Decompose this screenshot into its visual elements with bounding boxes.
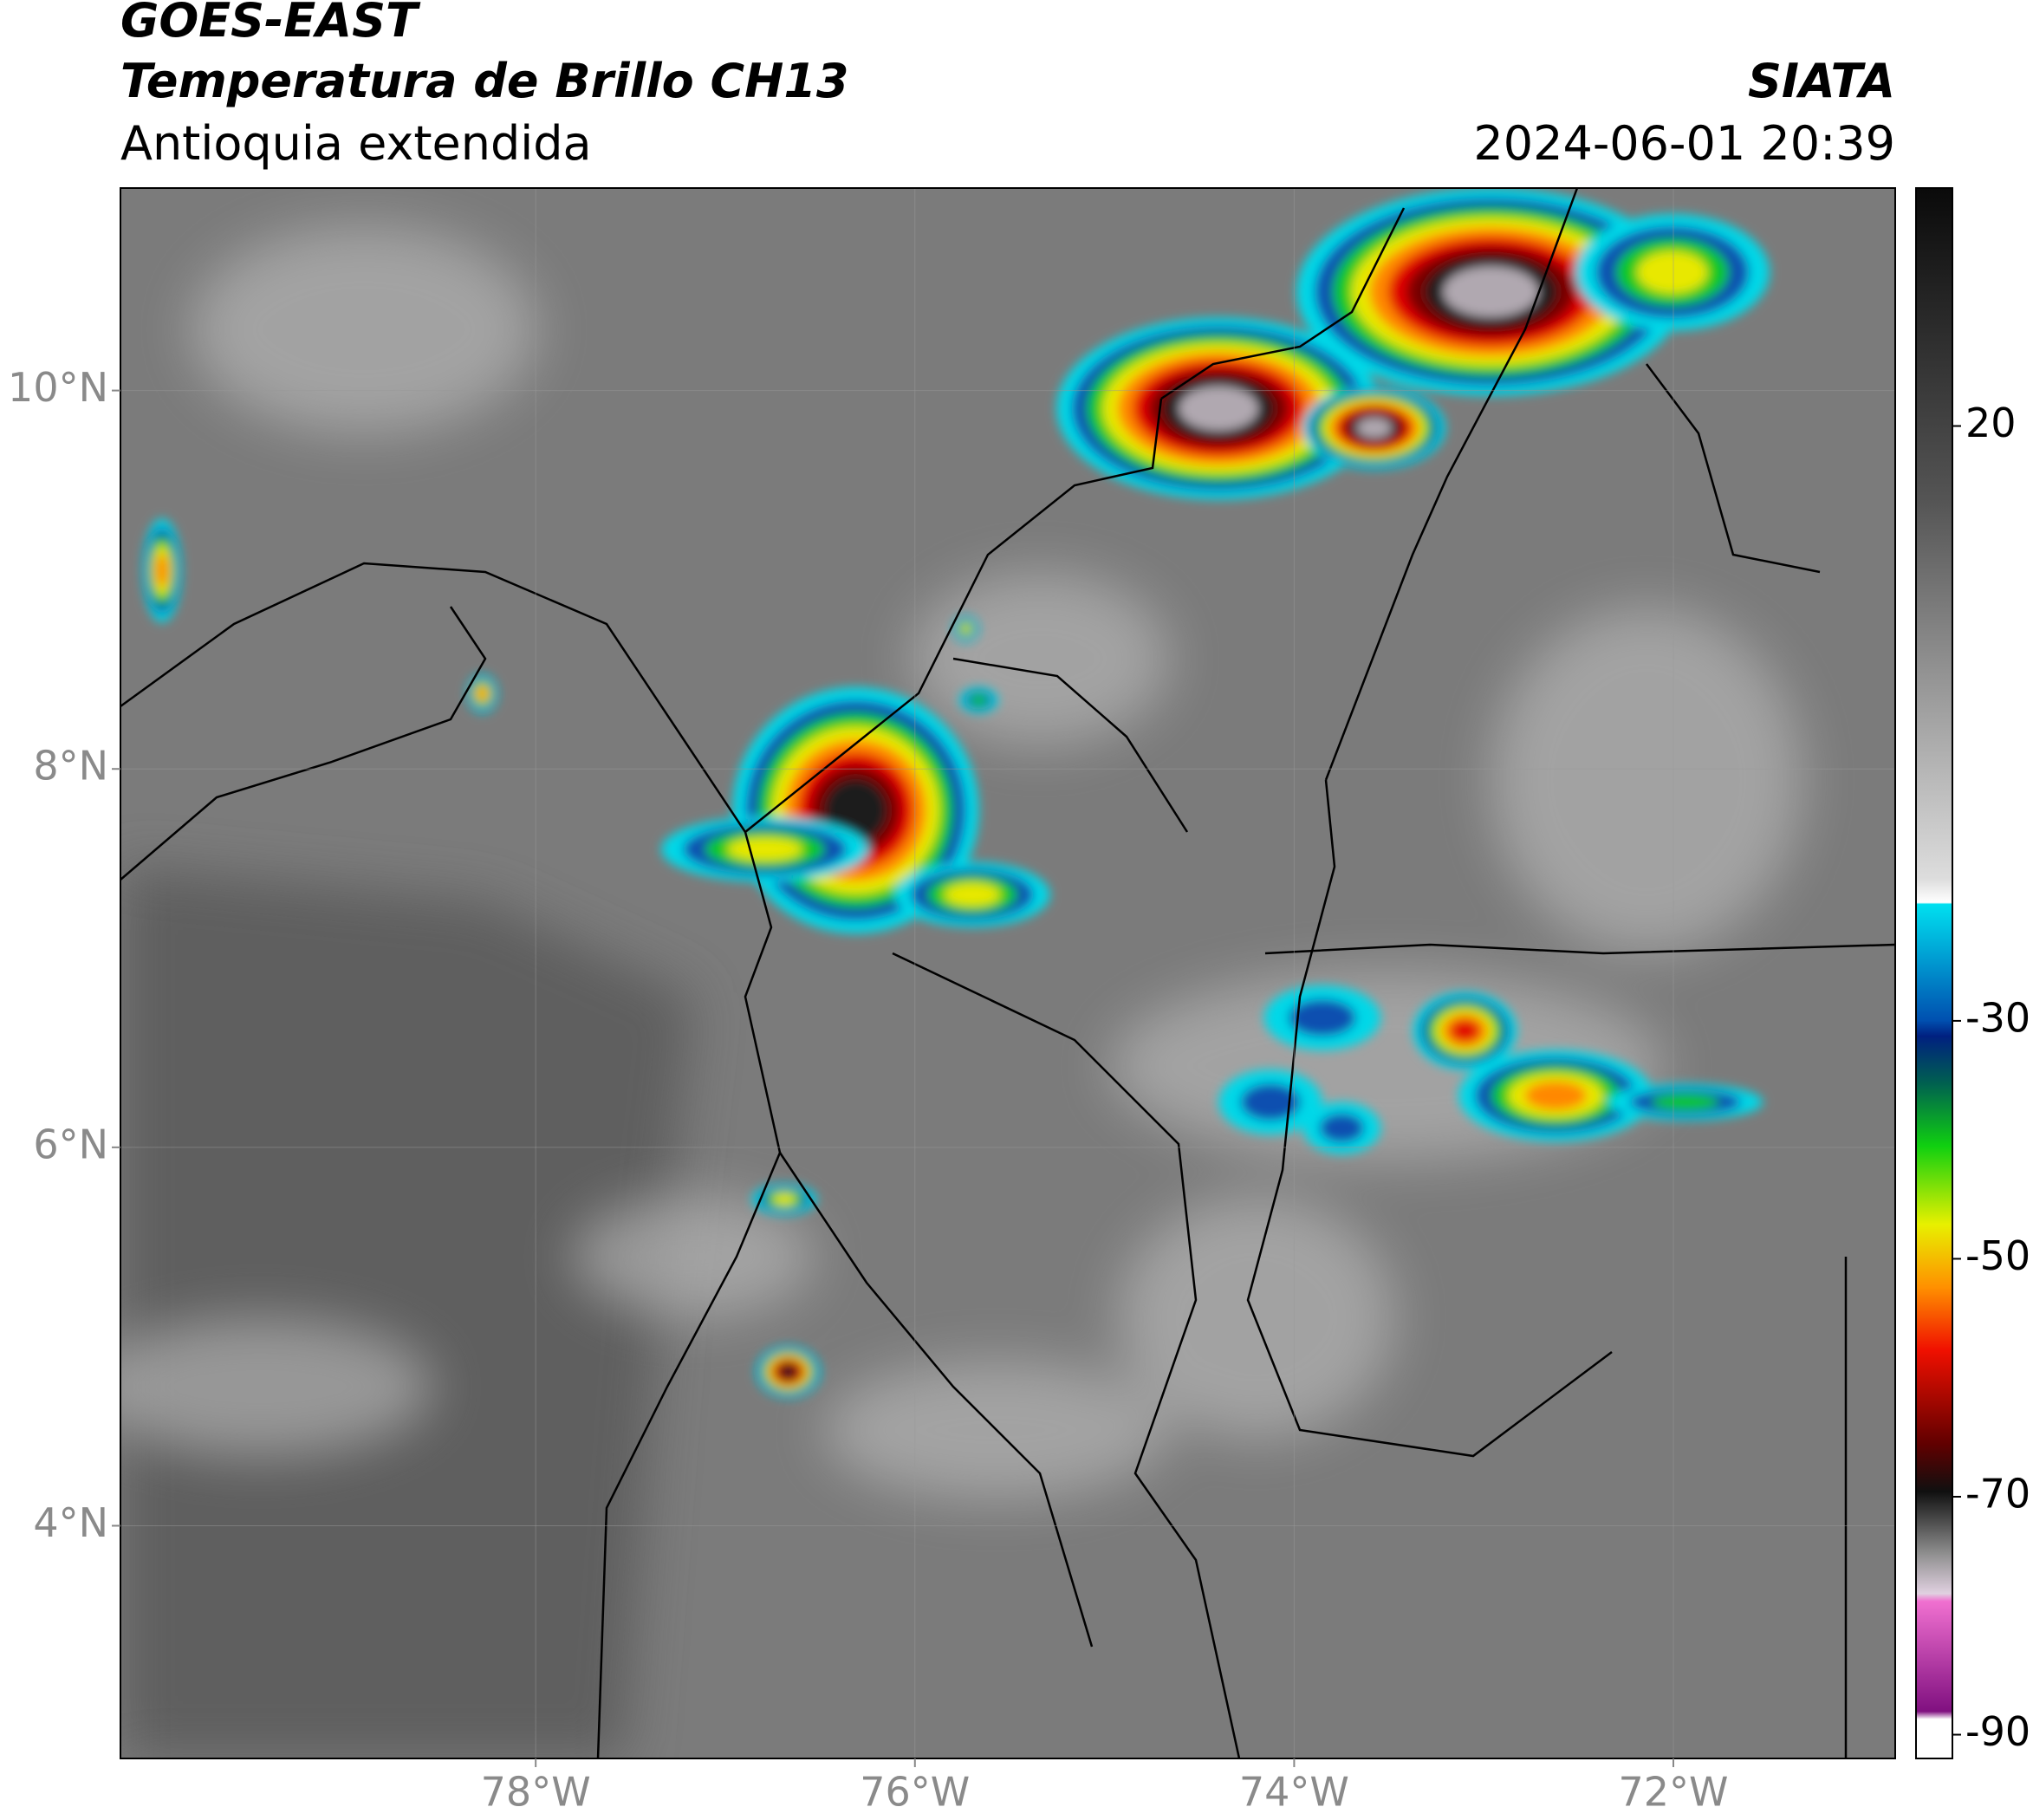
storm-cell — [961, 624, 971, 634]
map — [120, 188, 1895, 1758]
x-tick-label: 74°W — [1239, 1769, 1349, 1816]
subtitle: Temperatura de Brillo CH13 — [120, 54, 849, 108]
storm-cell — [1450, 1019, 1480, 1043]
ocean — [120, 867, 693, 1758]
grid — [120, 188, 1895, 1758]
clouds — [120, 225, 1802, 1499]
y-tick-label: 8°N — [33, 743, 108, 790]
map-frame — [120, 187, 1896, 1759]
storm-cell — [1651, 1094, 1719, 1110]
x-tick-label: 76°W — [860, 1769, 970, 1816]
colorbar-tick-label: -90 — [1965, 1708, 2030, 1755]
storm-cell — [944, 882, 1001, 907]
storm-cell — [772, 1193, 796, 1206]
colorbar-tick-label: 20 — [1965, 400, 2017, 446]
storm-cell — [1179, 386, 1258, 431]
colorbar — [1915, 187, 1953, 1759]
title: GOES-EAST — [120, 0, 421, 48]
y-tick-label: 10°N — [8, 364, 108, 411]
datetime: 2024-06-01 20:39 — [1473, 116, 1895, 171]
x-tick-label: 72°W — [1618, 1769, 1728, 1816]
storms — [142, 188, 1770, 1398]
storm-cell — [1289, 998, 1356, 1037]
storm-cell — [1637, 250, 1708, 294]
colorbar-tick-label: -50 — [1965, 1232, 2030, 1279]
storm-cell — [1443, 266, 1539, 317]
colorbar-tick-label: -30 — [1965, 994, 2030, 1041]
storm-cell — [779, 1365, 797, 1379]
storm-cell — [970, 694, 988, 706]
source: SIATA — [1748, 54, 1895, 108]
storm-cell — [1524, 1081, 1588, 1110]
storm-cell — [727, 837, 803, 861]
storm-cell — [1356, 417, 1392, 439]
storm-cell — [477, 687, 488, 700]
storm-cell — [1319, 1113, 1365, 1143]
storm-cell — [155, 554, 169, 588]
storm-cell — [823, 778, 887, 842]
y-tick-label: 4°N — [33, 1499, 108, 1546]
x-tick-label: 78°W — [481, 1769, 591, 1816]
storm-cell — [1240, 1083, 1301, 1121]
y-tick-label: 6°N — [33, 1121, 108, 1167]
colorbar-tick-label: -70 — [1965, 1471, 2030, 1518]
borders — [120, 188, 1895, 1758]
region: Antioquia extendida — [120, 116, 592, 171]
